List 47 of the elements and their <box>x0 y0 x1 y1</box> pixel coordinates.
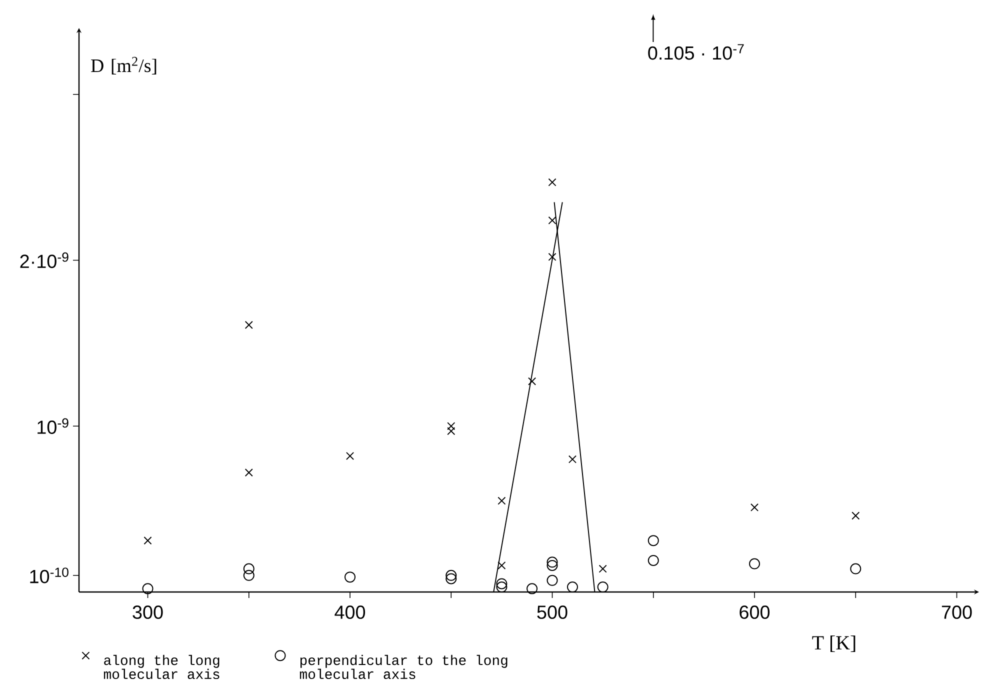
point <box>546 574 558 586</box>
point <box>447 422 456 430</box>
point <box>243 563 254 574</box>
point <box>597 582 608 593</box>
point <box>546 556 558 568</box>
point <box>528 377 536 386</box>
point <box>144 536 152 545</box>
x-tick-label: 600 <box>740 606 770 619</box>
point <box>142 583 154 594</box>
point <box>850 563 862 574</box>
legend-label: along the long molecular axis <box>104 654 220 680</box>
point <box>346 452 354 460</box>
y-tick-label: 10$^{-10}$ <box>30 568 68 584</box>
y-axis-title: D [m$^{2}$/s] <box>91 56 156 74</box>
point <box>498 561 506 570</box>
y-tick-label: 2·10$^{-9}$ <box>20 252 68 268</box>
point <box>244 320 253 329</box>
y-tick-label: 10$^{-9}$ <box>38 418 68 434</box>
legend-label: perpendicular to the long molecular axis <box>300 654 508 680</box>
point <box>548 178 556 186</box>
point <box>548 252 556 261</box>
point <box>750 503 759 512</box>
point <box>447 427 456 436</box>
point <box>243 570 254 581</box>
x-tick-label: 400 <box>334 606 366 619</box>
point <box>546 560 558 571</box>
point <box>446 573 457 584</box>
point <box>496 582 508 593</box>
point <box>648 535 659 546</box>
point <box>566 582 578 593</box>
point <box>568 455 577 464</box>
x-tick-label: 700 <box>942 606 972 619</box>
point <box>526 583 538 594</box>
annotation: 0.105 · 10$^{-7}$ <box>648 44 744 60</box>
point <box>852 512 860 520</box>
point <box>496 578 508 590</box>
point <box>548 216 556 224</box>
point <box>598 564 607 573</box>
x-axis-title: T [K] <box>812 636 856 652</box>
x-tick-label: 500 <box>537 606 568 619</box>
point <box>498 496 506 505</box>
point <box>648 554 659 566</box>
x-tick-label: 300 <box>132 606 163 619</box>
point <box>344 572 356 583</box>
point <box>244 468 253 477</box>
point <box>749 558 760 570</box>
point <box>446 570 457 581</box>
